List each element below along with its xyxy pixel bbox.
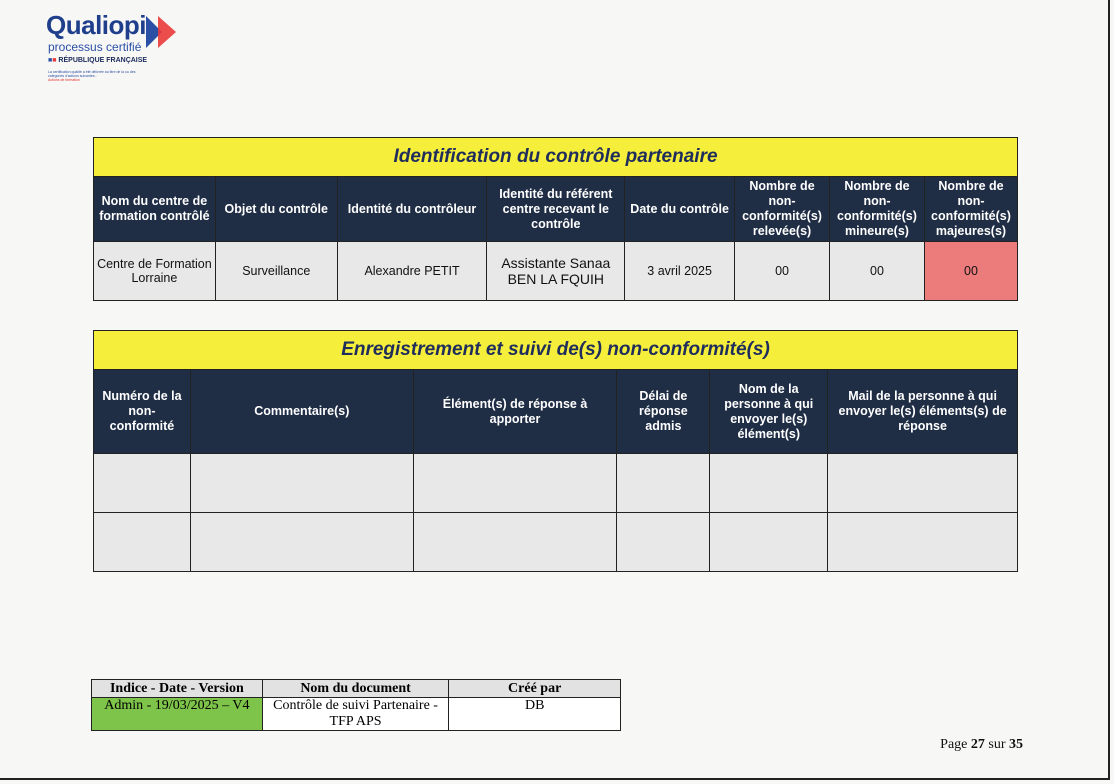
column-header: Nombre de non-conformité(s) majeures(s) <box>923 176 1019 242</box>
column-header: Nombre de non-conformité(s) relevée(s) <box>734 176 830 242</box>
table-row <box>93 512 1018 572</box>
table-title: Identification du contrôle partenaire <box>93 137 1018 177</box>
column-header: Commentaire(s) <box>189 369 414 454</box>
cell: 00 <box>829 241 925 301</box>
version-cell: Admin - 19/03/2025 – V4 <box>91 697 263 731</box>
cell: 00 <box>923 241 1019 301</box>
column-header: Nom de la personne à qui envoyer le(s) é… <box>709 369 829 454</box>
non-conformity-table: Enregistrement et suivi de(s) non-confor… <box>93 330 1018 572</box>
column-header: Numéro de la non-conformité <box>93 369 191 454</box>
column-header: Nombre de non-conformité(s) mineure(s) <box>829 176 925 242</box>
author-cell: DB <box>448 697 621 731</box>
cell: Centre de Formation Lorraine <box>93 241 216 301</box>
column-header: Identité du référent centre recevant le … <box>486 176 626 242</box>
column-header: Identité du contrôleur <box>336 176 488 242</box>
column-header: Nom du document <box>261 679 450 698</box>
page-number: Page 27 sur 35 <box>940 737 1023 752</box>
column-header: Nom du centre de formation contrôlé <box>93 176 216 242</box>
cell: 3 avril 2025 <box>624 241 736 301</box>
logo-tagline: processus certifié <box>48 40 142 54</box>
column-header: Date du contrôle <box>624 176 736 242</box>
column-header: Indice - Date - Version <box>91 679 263 698</box>
column-header: Élément(s) de réponse à apporter <box>412 369 618 454</box>
table-title: Enregistrement et suivi de(s) non-confor… <box>93 330 1018 370</box>
cell: Alexandre PETIT <box>336 241 488 301</box>
column-header: Créé par <box>448 679 621 698</box>
cell: Assistante Sanaa BEN LA FQUIH <box>486 241 626 301</box>
column-header: Délai de réponse admis <box>616 369 711 454</box>
document-info-table: Indice - Date - Version Nom du document … <box>91 679 621 731</box>
table-row <box>93 453 1018 513</box>
logo-republic: ■■ RÉPUBLIQUE FRANÇAISE <box>48 57 148 64</box>
table-row: Centre de Formation Lorraine Surveillanc… <box>93 241 1019 301</box>
logo-brand: Qualiopi <box>46 10 147 40</box>
cell: Surveillance <box>214 241 338 301</box>
document-name-cell: Contrôle de suivi Partenaire - TFP APS <box>261 697 450 731</box>
arrow-logo-icon <box>146 16 176 48</box>
logo-note: La certification qualité a été délivrée … <box>48 70 136 82</box>
cell: 00 <box>734 241 830 301</box>
identification-table: Identification du contrôle partenaire No… <box>93 137 1019 301</box>
column-header: Objet du contrôle <box>214 176 338 242</box>
column-header: Mail de la personne à qui envoyer le(s) … <box>827 369 1018 454</box>
